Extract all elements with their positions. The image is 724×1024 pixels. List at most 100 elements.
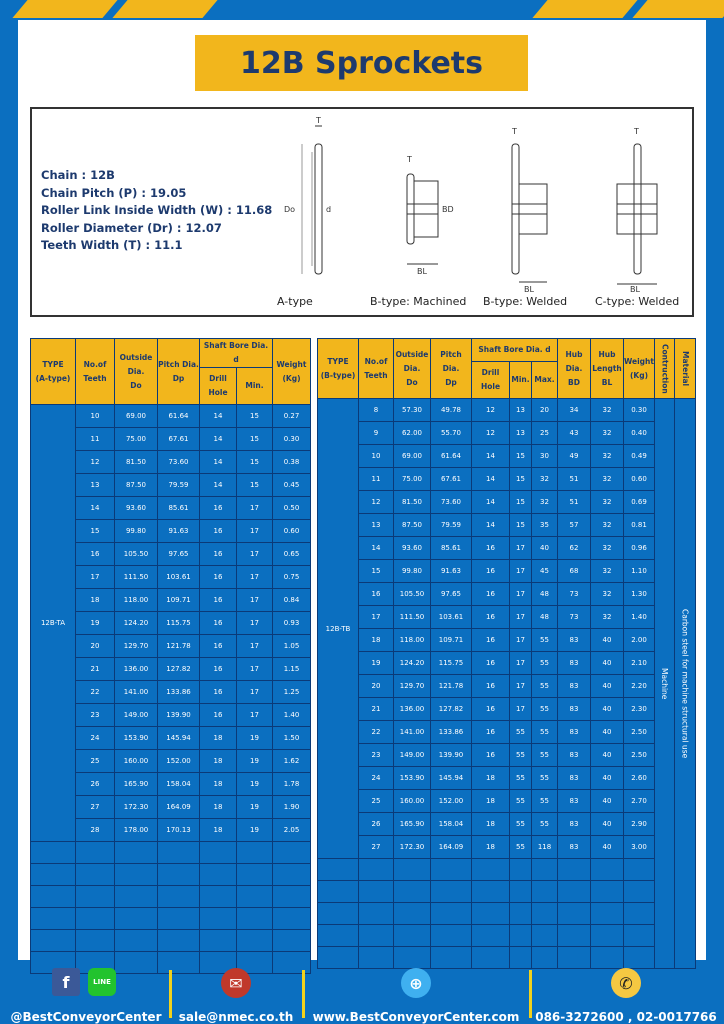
- header-stripe: [12, 0, 118, 18]
- cell: 51: [557, 467, 591, 491]
- construction-cell: Machine: [654, 398, 675, 969]
- cell: 57.30: [393, 398, 431, 422]
- cell: 172.30: [114, 795, 158, 819]
- cell: 10: [358, 444, 394, 468]
- cell: 14: [471, 490, 510, 514]
- cell: 55: [531, 789, 558, 813]
- cell: 111.50: [114, 565, 158, 589]
- caption-b-welded: B-type: Welded: [483, 295, 568, 308]
- empty-cell: [157, 841, 200, 864]
- empty-cell: [393, 924, 431, 947]
- label-bd: BD: [442, 205, 454, 214]
- cell: 40: [531, 536, 558, 560]
- empty-cell: [531, 924, 558, 947]
- empty-cell: [114, 929, 158, 952]
- line-icon[interactable]: LINE: [88, 968, 116, 996]
- empty-cell: [471, 902, 510, 925]
- cell: 13: [509, 398, 532, 422]
- cell: 32: [590, 467, 624, 491]
- label-t: T: [633, 127, 639, 136]
- cell: 0.65: [272, 542, 311, 566]
- cell: 136.00: [393, 697, 431, 721]
- table-row: 20 129.70 121.78 16 17 55 83 40 2.20: [318, 674, 696, 698]
- cell: 16: [199, 703, 237, 727]
- table-row: 21 136.00 127.82 16 17 55 83 40 2.30: [318, 697, 696, 721]
- cell: 17: [236, 703, 273, 727]
- cell: 14: [471, 513, 510, 537]
- email-icon: ✉: [221, 968, 251, 998]
- empty-cell: [471, 858, 510, 881]
- empty-cell: [317, 858, 359, 881]
- cell: 17: [236, 634, 273, 658]
- cell: 16: [199, 542, 237, 566]
- empty-row: [30, 929, 311, 952]
- cell: 1.90: [272, 795, 311, 819]
- cell: 109.71: [157, 588, 200, 612]
- cell: 13: [75, 473, 115, 497]
- social-handle[interactable]: @BestConveyorCenter: [10, 1010, 162, 1024]
- cell: 17: [236, 542, 273, 566]
- cell: 1.50: [272, 726, 311, 750]
- phone-number[interactable]: 086-3272600 , 02-0017766: [535, 1010, 717, 1024]
- cell: 0.84: [272, 588, 311, 612]
- empty-cell: [199, 841, 237, 864]
- table-row: 10 69.00 61.64 14 15 30 49 32 0.49: [318, 444, 696, 468]
- cell: 105.50: [393, 582, 431, 606]
- empty-cell: [358, 880, 394, 903]
- footer: f LINE @BestConveyorCenter ✉ sale@nmec.c…: [0, 962, 724, 1024]
- cell: 164.09: [157, 795, 200, 819]
- header-stripe: [532, 0, 638, 18]
- empty-cell: [30, 885, 76, 908]
- cell: 1.10: [623, 559, 655, 583]
- cell: 15: [236, 427, 273, 451]
- table-row: 20 129.70 121.78 16 17 1.05: [31, 634, 311, 658]
- cell: 55: [509, 812, 532, 836]
- header-min: Min.: [509, 361, 532, 399]
- empty-cell: [557, 924, 591, 947]
- cell: 160.00: [114, 749, 158, 773]
- table-row: 16 105.50 97.65 16 17 0.65: [31, 542, 311, 566]
- cell: 32: [590, 513, 624, 537]
- page-title: 12B Sprockets: [195, 35, 528, 91]
- facebook-icon[interactable]: f: [52, 968, 80, 996]
- email-link[interactable]: sale@nmec.co.th: [178, 1010, 294, 1024]
- website-link[interactable]: www.BestConveyorCenter.com: [312, 1010, 520, 1024]
- cell: 153.90: [393, 766, 431, 790]
- table-row: 19 124.20 115.75 16 17 0.93: [31, 611, 311, 635]
- cell: 62.00: [393, 421, 431, 445]
- cell: 27: [358, 835, 394, 859]
- header-teeth: No.of Teeth: [75, 338, 115, 405]
- empty-cell: [199, 907, 237, 930]
- cell: 17: [509, 605, 532, 629]
- cell: 1.40: [272, 703, 311, 727]
- cell: 12: [358, 490, 394, 514]
- cell: 19: [236, 749, 273, 773]
- cell: 2.90: [623, 812, 655, 836]
- cell: 75.00: [393, 467, 431, 491]
- empty-row: [317, 902, 696, 925]
- cell: 165.90: [114, 772, 158, 796]
- empty-cell: [30, 907, 76, 930]
- cell: 32: [590, 559, 624, 583]
- empty-cell: [509, 858, 532, 881]
- cell: 8: [358, 398, 394, 422]
- spec-pitch: Chain Pitch (P) : 19.05: [41, 185, 187, 200]
- cell: 19: [236, 795, 273, 819]
- table-row: 27 172.30 164.09 18 19 1.90: [31, 795, 311, 819]
- spec-panel: Chain : 12B Chain Pitch (P) : 19.05 Roll…: [30, 107, 694, 317]
- table-row: 28 178.00 170.13 18 19 2.05: [31, 818, 311, 842]
- table-row: 25 160.00 152.00 18 55 55 83 40 2.70: [318, 789, 696, 813]
- cell: 43: [557, 421, 591, 445]
- table-row: 17 111.50 103.61 16 17 48 73 32 1.40: [318, 605, 696, 629]
- cell: 19: [358, 651, 394, 675]
- cell: 0.50: [272, 496, 311, 520]
- cell: 20: [75, 634, 115, 658]
- header-material: Material: [674, 338, 696, 399]
- cell: 145.94: [430, 766, 472, 790]
- header-drill-hole: Drill Hole: [471, 361, 510, 399]
- cell: 149.00: [114, 703, 158, 727]
- cell: 178.00: [114, 818, 158, 842]
- cell: 26: [358, 812, 394, 836]
- cell: 16: [199, 565, 237, 589]
- spec-teeth-width: Teeth Width (T) : 11.1: [41, 238, 183, 252]
